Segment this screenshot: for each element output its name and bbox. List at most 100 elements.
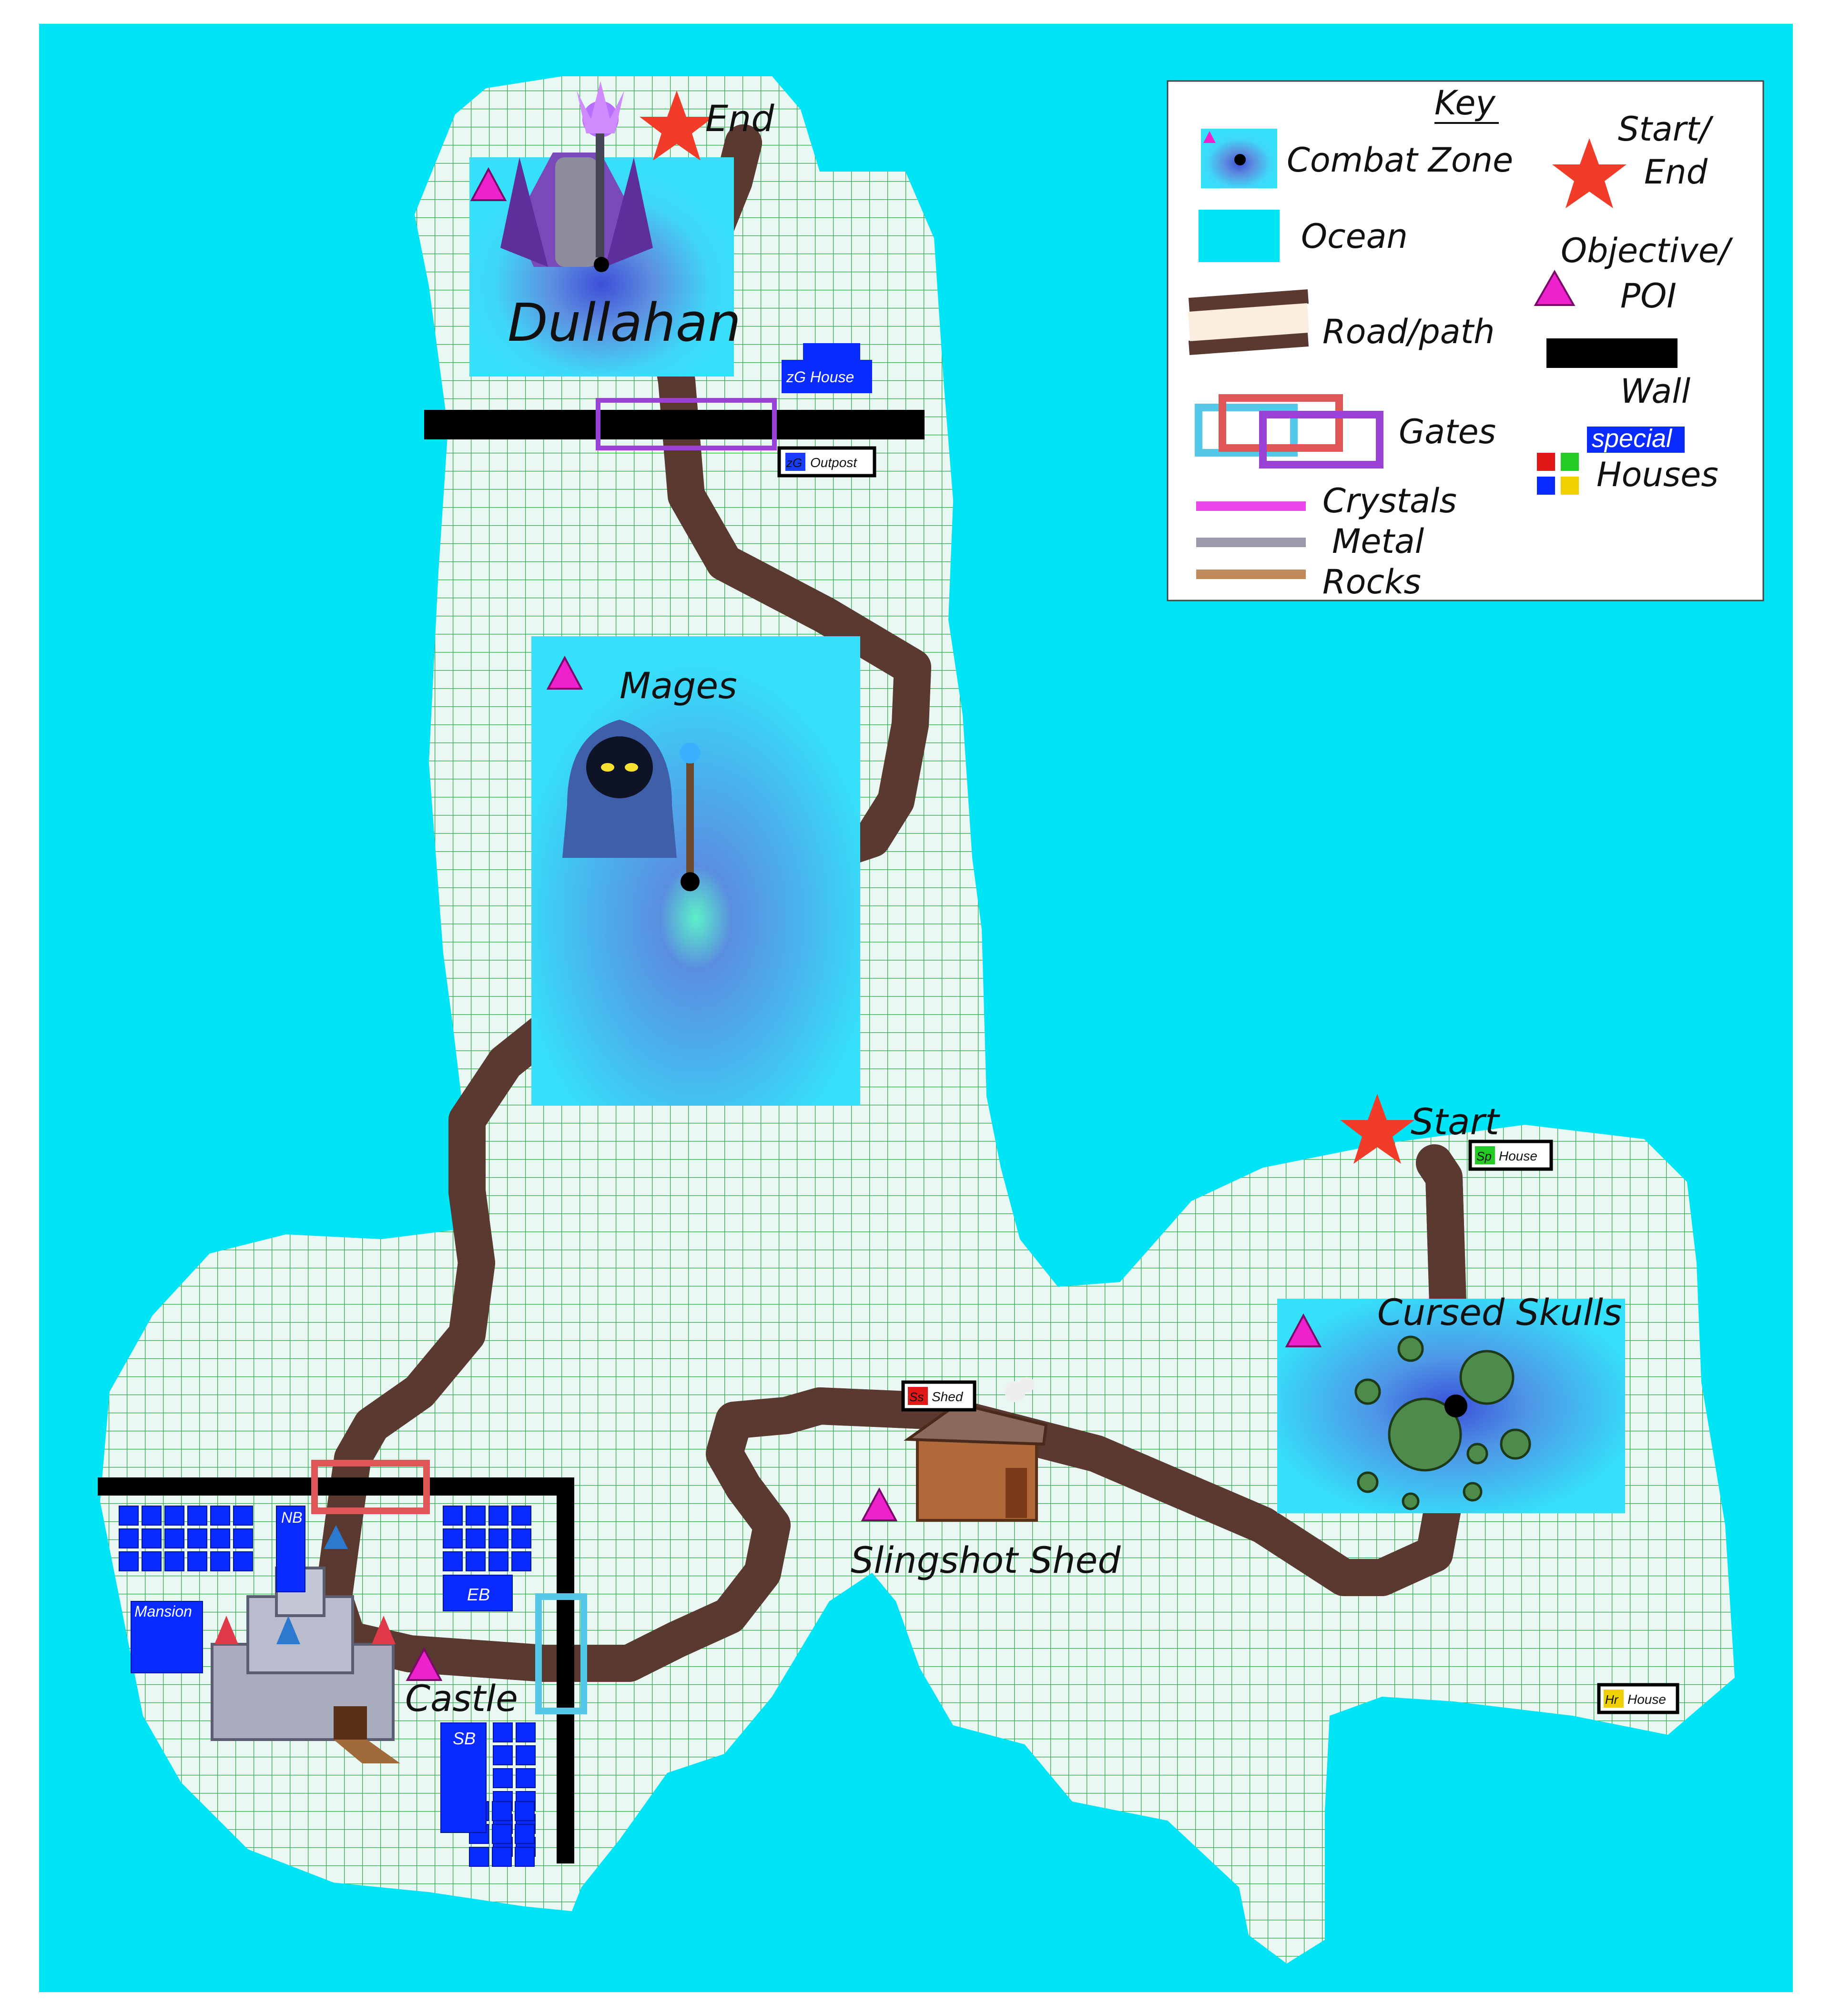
legend-wall: Wall	[1620, 372, 1691, 411]
legend-rocks: Rocks	[1322, 562, 1421, 601]
mages-poi-icon[interactable]	[546, 655, 583, 690]
house-block	[187, 1551, 207, 1571]
legend-house-green	[1561, 453, 1579, 471]
zg-outpost-text: Outpost	[810, 455, 857, 470]
house-block	[515, 1801, 535, 1821]
legend-metal: Metal	[1332, 522, 1424, 561]
house-block	[515, 1847, 535, 1867]
legend-rocks-swatch	[1196, 570, 1306, 579]
house-block	[142, 1528, 162, 1548]
house-block	[488, 1551, 508, 1571]
legend-objective-1: Objective/	[1561, 231, 1733, 270]
house-block	[210, 1551, 230, 1571]
house-block	[210, 1506, 230, 1526]
castle-label: Castle	[405, 1677, 518, 1720]
legend-gates: Gates	[1399, 412, 1496, 451]
house-block	[511, 1528, 531, 1548]
legend-start-end-1: Start/	[1618, 110, 1714, 149]
end-star-icon[interactable]	[640, 91, 714, 161]
house-block	[492, 1824, 512, 1844]
castle-wall-right	[557, 1477, 574, 1863]
legend-combat-zone: Combat Zone	[1287, 141, 1513, 180]
hr-house-tag: Hr	[1605, 1692, 1619, 1707]
legend-star-icon	[1552, 138, 1627, 208]
legend-wall-swatch	[1546, 338, 1678, 368]
castle-wall-top	[98, 1477, 574, 1496]
castle-poi-icon[interactable]	[406, 1647, 443, 1681]
house-block	[466, 1506, 486, 1526]
house-block	[233, 1551, 253, 1571]
house-block	[493, 1745, 513, 1765]
house-block	[443, 1528, 463, 1548]
start-label: Start	[1411, 1100, 1501, 1143]
eb-house	[443, 1575, 513, 1611]
legend-special: special	[1592, 424, 1673, 453]
legend-road: Road/path	[1322, 312, 1495, 351]
north-wall	[424, 410, 925, 439]
house-block	[516, 1745, 536, 1765]
cursed-skulls-label: Cursed Skulls	[1377, 1291, 1622, 1334]
legend-house-yellow	[1561, 477, 1579, 495]
ss-shed-tag: Ss	[909, 1390, 924, 1404]
house-block	[233, 1506, 253, 1526]
blue-gate	[535, 1593, 587, 1714]
legend-title: Key	[1434, 83, 1496, 122]
sp-house-text: House	[1499, 1149, 1537, 1163]
blue-houses	[119, 1506, 536, 1867]
dullahan-poi-icon[interactable]	[470, 167, 507, 201]
house-block	[443, 1551, 463, 1571]
sp-house-tag: Sp	[1476, 1149, 1492, 1163]
mansion-label: Mansion	[134, 1603, 192, 1620]
house-block	[469, 1847, 489, 1867]
skulls-poi-icon[interactable]	[1285, 1313, 1322, 1347]
house-block	[210, 1528, 230, 1548]
house-block	[466, 1528, 486, 1548]
legend-house-red	[1537, 453, 1555, 471]
house-block	[187, 1506, 207, 1526]
castle-icon	[211, 1525, 400, 1763]
nb-label: NB	[281, 1509, 302, 1526]
legend-metal-swatch	[1196, 538, 1306, 547]
house-block	[488, 1506, 508, 1526]
hr-house-badge[interactable]: Hr House	[1597, 1683, 1679, 1714]
zg-outpost-badge[interactable]: zG Outpost	[777, 446, 876, 478]
mages-label: Mages	[620, 664, 737, 707]
legend-crystals: Crystals	[1322, 481, 1457, 520]
ss-shed-text: Shed	[932, 1389, 964, 1404]
legend-poi-icon	[1534, 269, 1576, 306]
ss-shed-badge[interactable]: Ss Shed	[901, 1380, 976, 1412]
zg-house-label: zG House	[786, 368, 854, 386]
map-legend: Key Combat Zone Start/ End Ocean Objecti…	[1167, 80, 1764, 601]
house-block	[142, 1506, 162, 1526]
legend-ocean-swatch	[1199, 210, 1280, 262]
house-block	[511, 1551, 531, 1571]
mansion-house	[131, 1601, 203, 1673]
red-gate	[311, 1460, 430, 1514]
house-block	[492, 1801, 512, 1821]
slingshot-shed-label: Slingshot Shed	[851, 1539, 1121, 1581]
dullahan-label: Dullahan	[508, 292, 741, 353]
start-star-icon[interactable]	[1340, 1094, 1414, 1164]
zg-outpost-tag: zG	[786, 456, 802, 470]
legend-special-badge	[1587, 427, 1685, 453]
house-block	[164, 1551, 184, 1571]
legend-ocean: Ocean	[1301, 217, 1408, 256]
sp-house-badge[interactable]: Sp House	[1468, 1140, 1553, 1171]
house-block	[516, 1722, 536, 1742]
house-block	[515, 1824, 535, 1844]
eb-label: EB	[467, 1585, 490, 1604]
house-block	[233, 1528, 253, 1548]
house-block	[443, 1506, 463, 1526]
house-block	[119, 1551, 139, 1571]
house-block	[493, 1768, 513, 1788]
sb-label: SB	[453, 1729, 476, 1748]
legend-gates-swatch	[1195, 394, 1383, 468]
house-block	[119, 1506, 139, 1526]
shed-poi-icon[interactable]	[861, 1487, 898, 1521]
zg-house[interactable]	[782, 360, 872, 393]
house-block	[492, 1847, 512, 1867]
legend-crystals-swatch	[1196, 501, 1306, 511]
shed-icon	[904, 1377, 1048, 1522]
house-block	[119, 1528, 139, 1548]
legend-start-end-2: End	[1644, 153, 1708, 192]
